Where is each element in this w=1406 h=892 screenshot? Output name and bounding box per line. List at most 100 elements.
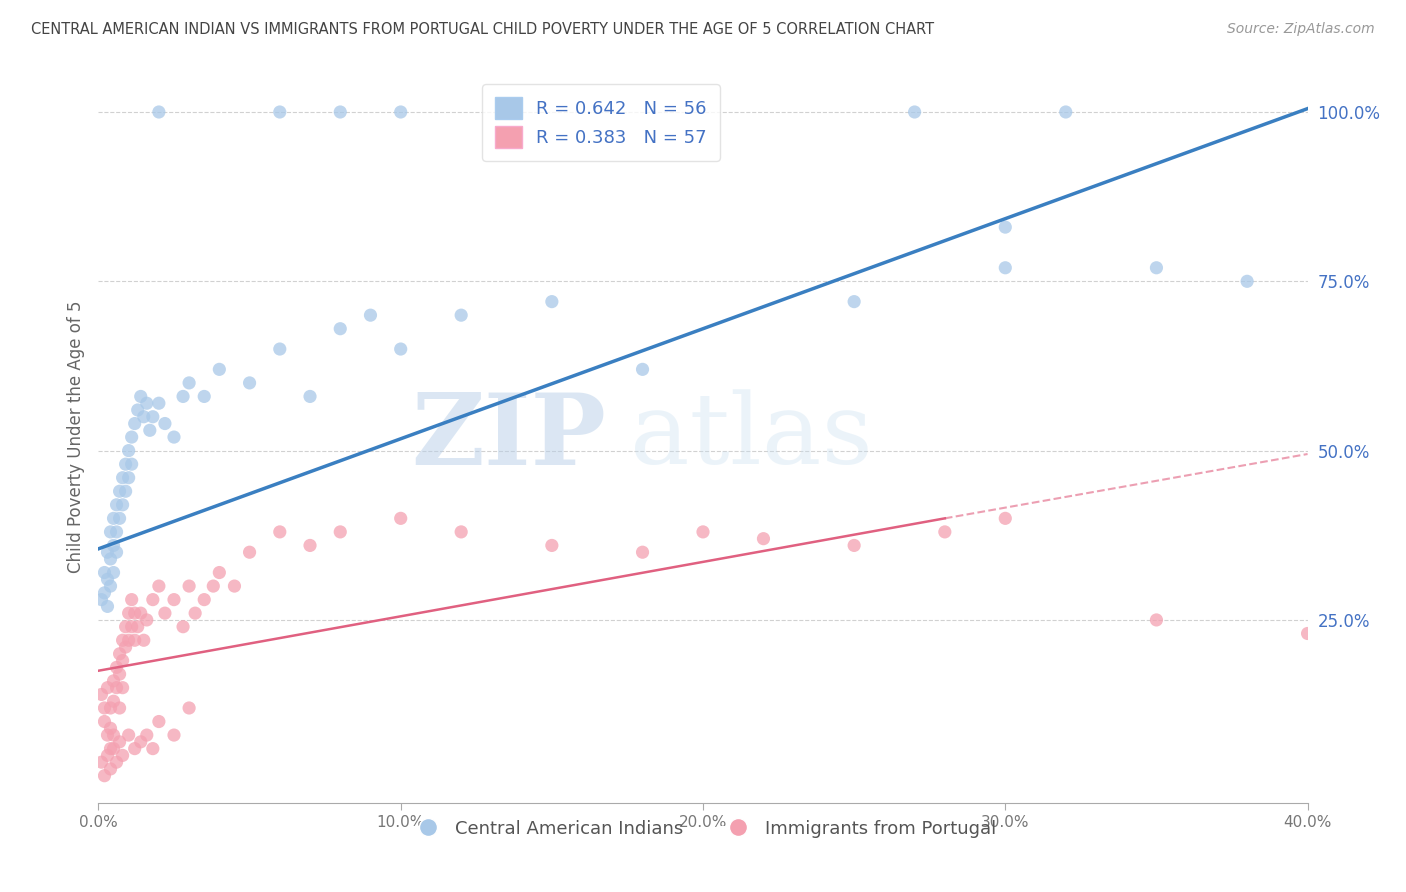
Point	[105, 660, 128, 674]
Text: Source: ZipAtlas.com: Source: ZipAtlas.com	[1227, 22, 1375, 37]
Point	[111, 681, 134, 695]
Point	[105, 545, 128, 559]
Point	[172, 620, 194, 634]
Point	[135, 728, 157, 742]
Point	[124, 417, 146, 431]
Point	[121, 620, 143, 634]
Point	[100, 524, 122, 539]
Point	[224, 579, 246, 593]
Point	[108, 484, 131, 499]
Point	[96, 681, 118, 695]
Point	[108, 647, 131, 661]
Point	[239, 545, 262, 559]
Point	[208, 362, 231, 376]
Point	[111, 633, 134, 648]
Point	[118, 728, 141, 742]
Point	[193, 389, 215, 403]
Point	[994, 511, 1017, 525]
Point	[360, 308, 382, 322]
Point	[90, 688, 112, 702]
Point	[139, 423, 162, 437]
Point	[124, 606, 146, 620]
Point	[631, 545, 654, 559]
Point	[1144, 260, 1167, 275]
Point	[96, 728, 118, 742]
Point	[269, 105, 291, 120]
Point	[135, 396, 157, 410]
Point	[105, 681, 128, 695]
Point	[844, 294, 866, 309]
Point	[1144, 613, 1167, 627]
Point	[752, 532, 775, 546]
Point	[904, 105, 927, 120]
Point	[163, 592, 186, 607]
Point	[179, 701, 201, 715]
Point	[100, 721, 122, 735]
Point	[329, 524, 352, 539]
Point	[329, 105, 352, 120]
Point	[142, 409, 165, 424]
Point	[994, 260, 1017, 275]
Point	[208, 566, 231, 580]
Point	[118, 471, 141, 485]
Point	[389, 342, 412, 356]
Point	[93, 586, 115, 600]
Point	[90, 755, 112, 769]
Point	[239, 376, 262, 390]
Point	[96, 545, 118, 559]
Point	[118, 443, 141, 458]
Point	[1236, 274, 1258, 288]
Point	[103, 741, 125, 756]
Point	[103, 673, 125, 688]
Point	[148, 579, 170, 593]
Point	[329, 322, 352, 336]
Point	[179, 579, 201, 593]
Point	[118, 633, 141, 648]
Point	[114, 484, 136, 499]
Point	[105, 498, 128, 512]
Text: atlas: atlas	[630, 389, 873, 485]
Point	[111, 498, 134, 512]
Point	[844, 538, 866, 552]
Point	[114, 640, 136, 654]
Point	[299, 538, 322, 552]
Point	[100, 762, 122, 776]
Point	[148, 714, 170, 729]
Point	[100, 741, 122, 756]
Point	[450, 524, 472, 539]
Point	[114, 457, 136, 471]
Point	[631, 362, 654, 376]
Point	[96, 572, 118, 586]
Point	[111, 471, 134, 485]
Point	[121, 430, 143, 444]
Point	[93, 701, 115, 715]
Text: CENTRAL AMERICAN INDIAN VS IMMIGRANTS FROM PORTUGAL CHILD POVERTY UNDER THE AGE : CENTRAL AMERICAN INDIAN VS IMMIGRANTS FR…	[31, 22, 934, 37]
Point	[193, 592, 215, 607]
Point	[184, 606, 207, 620]
Point	[103, 728, 125, 742]
Point	[153, 417, 176, 431]
Y-axis label: Child Poverty Under the Age of 5: Child Poverty Under the Age of 5	[66, 301, 84, 574]
Point	[1054, 105, 1077, 120]
Point	[96, 748, 118, 763]
Point	[148, 105, 170, 120]
Legend: Central American Indians, Immigrants from Portugal: Central American Indians, Immigrants fro…	[404, 813, 1002, 845]
Point	[202, 579, 225, 593]
Point	[540, 538, 562, 552]
Point	[172, 389, 194, 403]
Point	[148, 396, 170, 410]
Point	[163, 430, 186, 444]
Point	[108, 701, 131, 715]
Point	[994, 220, 1017, 235]
Point	[121, 457, 143, 471]
Point	[121, 592, 143, 607]
Point	[132, 409, 155, 424]
Point	[129, 606, 152, 620]
Point	[103, 566, 125, 580]
Point	[105, 755, 128, 769]
Point	[124, 741, 146, 756]
Point	[127, 403, 149, 417]
Point	[179, 376, 201, 390]
Point	[129, 735, 152, 749]
Point	[90, 592, 112, 607]
